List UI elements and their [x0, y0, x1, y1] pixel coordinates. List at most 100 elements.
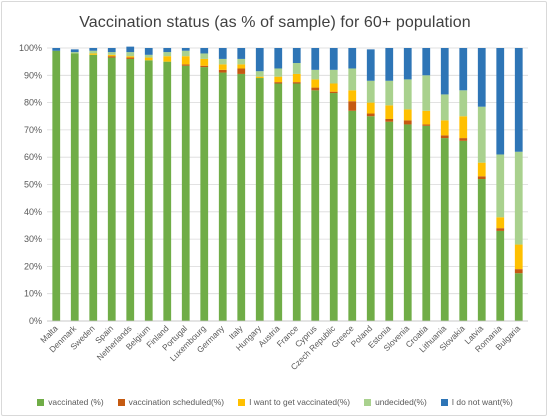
y-tick-label: 100% [19, 43, 42, 53]
legend-label: I want to get vaccinated(%) [249, 397, 351, 407]
bar-segment [366, 116, 375, 321]
bar-segment [181, 48, 190, 51]
bar-segment [348, 110, 357, 321]
bar-segment [496, 228, 505, 231]
bar-segment [477, 106, 486, 163]
legend-label: vaccination scheduled(%) [128, 397, 225, 407]
bar-segment [477, 179, 486, 321]
bar-segment [514, 151, 523, 245]
bar-segment [126, 46, 135, 53]
y-tick-label: 10% [24, 289, 42, 299]
bar-segment [459, 138, 468, 141]
legend-swatch [440, 398, 448, 406]
bar-segment [89, 48, 98, 51]
bar-segment [459, 140, 468, 321]
legend-label: undecided(%) [375, 397, 427, 407]
bar-segment [311, 79, 320, 88]
bar-segment [237, 48, 246, 59]
bar-segment [403, 109, 412, 121]
bar-segment [163, 56, 172, 62]
bar-segment [385, 118, 394, 122]
bar-segment [403, 124, 412, 321]
legend-label: vaccinated (%) [48, 397, 104, 407]
bar-segment [200, 48, 209, 54]
bar-segment [422, 110, 431, 125]
bar-segment [422, 75, 431, 111]
bar-segment [274, 76, 283, 83]
bar-segment [496, 154, 505, 218]
bar-segment [440, 120, 449, 136]
bar-segment [181, 65, 190, 322]
bar-segment [292, 48, 301, 64]
bar-segment [514, 244, 523, 270]
bar-segment [200, 58, 209, 66]
bar-segment [126, 58, 135, 322]
bar-segment [181, 50, 190, 57]
chart-legend: vaccinated (%) vaccination scheduled(%) I … [0, 397, 550, 407]
bar-segment [440, 48, 449, 95]
bar-segment [218, 58, 227, 65]
y-tick-label: 0% [29, 316, 42, 326]
bar-segment [385, 80, 394, 106]
bar-segment [255, 76, 264, 79]
bar-segment [107, 48, 116, 53]
bar-segment [459, 48, 468, 91]
bar-segment [52, 50, 61, 321]
bar-segment [200, 53, 209, 59]
bar-segment [255, 71, 264, 77]
bar-segment [89, 54, 98, 321]
legend-item: I want to get vaccinated(%) [238, 397, 350, 407]
bar-segment [126, 52, 135, 57]
bar-segment [385, 105, 394, 119]
bar-segment [200, 65, 209, 68]
bar-segment [107, 57, 116, 322]
legend-swatch [364, 398, 372, 406]
bar-segment [237, 73, 246, 321]
bar-segment [385, 48, 394, 81]
bar-segment [477, 162, 486, 177]
bar-segment [163, 61, 172, 322]
bar-segment [348, 101, 357, 111]
bar-segment [496, 48, 505, 155]
bar-segment [70, 49, 79, 53]
bar-segment [144, 57, 153, 61]
bar-segment [89, 50, 98, 54]
bar-segment [52, 48, 61, 51]
y-tick-label: 60% [24, 152, 42, 162]
bar-segment [366, 102, 375, 114]
bar-segment [218, 64, 227, 70]
bar-segment [163, 52, 172, 57]
bar-segment [496, 217, 505, 229]
bar-segment [292, 82, 301, 84]
bar-segment [255, 48, 264, 72]
bar-segment [348, 90, 357, 102]
legend-label: I do not want(%) [451, 397, 513, 407]
bar-segment [348, 48, 357, 69]
y-tick-label: 20% [24, 261, 42, 271]
bar-segment [385, 121, 394, 322]
bar-segment [181, 56, 190, 65]
bar-segment [237, 64, 246, 69]
bar-segment [366, 80, 375, 103]
bar-segment [514, 48, 523, 152]
bar-segment [348, 68, 357, 91]
bar-segment [422, 125, 431, 322]
bar-segment [144, 54, 153, 58]
bar-segment [440, 135, 449, 139]
bar-segment [329, 93, 338, 321]
bar-segment [218, 69, 227, 73]
bar-segment [200, 67, 209, 321]
bar-segment [163, 48, 172, 53]
bar-segment [329, 69, 338, 84]
legend-swatch [238, 398, 246, 406]
bar-segment [292, 73, 301, 83]
bar-segment [181, 64, 190, 66]
y-tick-label: 50% [24, 180, 42, 190]
bar-segment [274, 83, 283, 322]
bar-segment [107, 52, 116, 55]
legend-item: vaccinated (%) [37, 397, 104, 407]
bar-segment [144, 48, 153, 55]
bar-segment [422, 48, 431, 76]
bar-segment [70, 53, 79, 322]
